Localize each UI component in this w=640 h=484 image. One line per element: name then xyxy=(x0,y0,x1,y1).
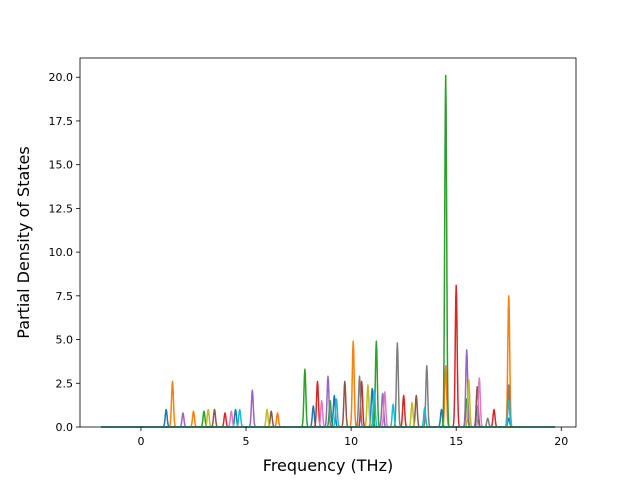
x-tick-label: 5 xyxy=(243,435,250,448)
plot-frame xyxy=(79,57,577,428)
x-tick-label: 10 xyxy=(344,435,358,448)
x-axis-label: Frequency (THz) xyxy=(263,456,393,475)
series-layer xyxy=(100,74,556,428)
y-tick-label: 2.5 xyxy=(56,377,74,390)
series-line-4 xyxy=(100,284,556,428)
x-axis-ticks: 0 5 10 15 20 xyxy=(137,427,568,448)
y-axis-label: Partial Density of States xyxy=(14,146,33,338)
y-tick-label: 10.0 xyxy=(49,246,74,259)
y-tick-label: 15.0 xyxy=(49,159,74,172)
y-tick-label: 17.5 xyxy=(49,115,74,128)
y-tick-label: 12.5 xyxy=(49,202,74,215)
y-axis-ticks: 0.0 2.5 5.0 7.5 10.0 12.5 15.0 17.5 20.0 xyxy=(49,71,80,434)
series-line-2 xyxy=(100,295,556,428)
y-tick-label: 5.0 xyxy=(56,334,74,347)
x-tick-label: 15 xyxy=(449,435,463,448)
x-tick-label: 0 xyxy=(137,435,144,448)
x-tick-label: 20 xyxy=(554,435,568,448)
series-line-5 xyxy=(100,349,556,428)
y-tick-label: 7.5 xyxy=(56,290,74,303)
series-line-3 xyxy=(100,74,556,428)
y-tick-label: 0.0 xyxy=(56,421,74,434)
y-tick-label: 20.0 xyxy=(49,71,74,84)
